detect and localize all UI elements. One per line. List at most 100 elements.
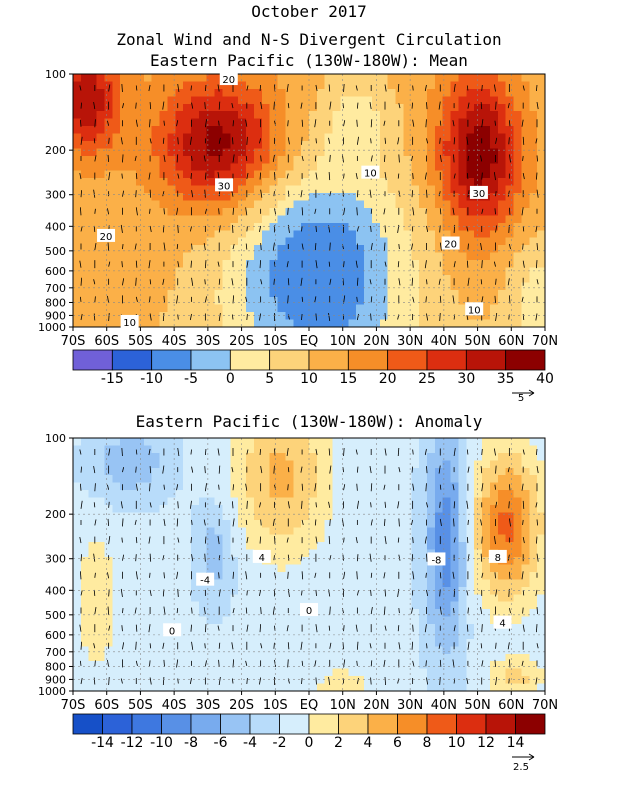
field-cell	[80, 74, 90, 83]
field-cell	[120, 504, 129, 514]
field-cell	[253, 163, 263, 172]
field-cell	[183, 245, 192, 254]
field-cell	[73, 631, 82, 640]
field-cell	[159, 460, 168, 469]
field-cell	[246, 460, 255, 469]
field-cell	[309, 571, 318, 580]
field-cell	[73, 646, 82, 655]
vector-arrow	[231, 190, 234, 197]
field-cell	[434, 646, 444, 655]
field-cell	[214, 490, 224, 499]
field-cell	[175, 609, 184, 618]
field-cell	[261, 676, 271, 685]
field-cell	[450, 215, 460, 224]
field-cell	[277, 564, 286, 573]
vector-arrow	[189, 313, 192, 321]
field-cell	[269, 140, 279, 150]
vector-arrow	[535, 225, 538, 233]
field-cell	[238, 519, 247, 528]
field-cell	[88, 289, 98, 298]
field-cell	[324, 668, 334, 677]
field-cell	[403, 245, 412, 254]
field-cell	[371, 74, 381, 83]
field-cell	[175, 163, 184, 172]
field-cell	[167, 88, 176, 97]
field-cell	[301, 579, 310, 588]
field-cell	[198, 237, 208, 246]
field-cell	[230, 504, 239, 514]
field-cell	[104, 668, 113, 677]
vector-arrow	[411, 466, 414, 473]
field-cell	[513, 200, 522, 209]
field-cell	[482, 148, 491, 157]
field-cell	[246, 616, 255, 625]
field-cell	[253, 297, 263, 306]
field-cell	[364, 185, 373, 194]
field-cell	[529, 155, 538, 164]
field-cell	[324, 304, 334, 313]
field-cell	[246, 571, 255, 580]
field-cell	[442, 445, 452, 454]
field-cell	[387, 289, 397, 298]
field-cell	[238, 534, 247, 543]
colorbar-swatch	[308, 349, 349, 371]
field-cell	[301, 74, 310, 83]
field-cell	[143, 601, 153, 610]
field-cell	[88, 200, 98, 209]
field-cell	[513, 215, 522, 224]
field-cell	[340, 118, 349, 127]
field-cell	[442, 438, 452, 447]
field-cell	[128, 155, 137, 164]
field-cell	[348, 155, 357, 164]
field-cell	[434, 668, 444, 677]
field-cell	[489, 304, 499, 313]
field-cell	[206, 460, 216, 469]
panel1-title: Eastern Pacific (130W-180W): Mean	[150, 51, 468, 70]
field-cell	[167, 133, 176, 142]
field-cell	[261, 661, 271, 670]
field-cell	[442, 638, 452, 647]
field-cell	[427, 438, 436, 447]
field-cell	[73, 482, 82, 491]
field-cell	[238, 452, 247, 461]
field-cell	[379, 653, 389, 662]
field-cell	[120, 653, 129, 662]
vector-arrow	[122, 154, 124, 163]
field-cell	[222, 631, 231, 640]
field-cell	[261, 668, 271, 677]
vector-arrow	[467, 466, 470, 473]
field-cell	[324, 482, 334, 491]
field-cell	[348, 460, 357, 469]
field-cell	[466, 497, 475, 506]
field-cell	[301, 178, 310, 187]
field-cell	[135, 467, 145, 476]
field-cell	[489, 215, 499, 224]
field-cell	[230, 661, 239, 670]
field-cell	[458, 222, 467, 231]
field-cell	[434, 519, 444, 528]
field-cell	[442, 571, 452, 580]
field-cell	[458, 631, 467, 640]
field-cell	[183, 193, 192, 202]
field-cell	[96, 252, 106, 261]
vector-arrow	[122, 103, 125, 109]
vector-arrow	[342, 467, 344, 473]
field-cell	[489, 163, 499, 172]
field-cell	[277, 118, 286, 127]
field-cell	[387, 467, 397, 476]
field-cell	[253, 534, 263, 543]
field-cell	[112, 504, 121, 514]
field-cell	[521, 200, 530, 209]
vector-arrow	[384, 589, 386, 597]
field-cell	[143, 609, 153, 618]
field-cell	[120, 661, 129, 670]
vector-arrow	[481, 84, 483, 92]
vector-arrow	[80, 190, 82, 198]
vector-arrow	[495, 312, 498, 322]
field-cell	[120, 170, 129, 179]
field-cell	[474, 527, 483, 536]
field-cell	[364, 594, 373, 603]
field-cell	[159, 267, 168, 276]
field-cell	[537, 527, 546, 536]
field-cell	[324, 207, 334, 216]
